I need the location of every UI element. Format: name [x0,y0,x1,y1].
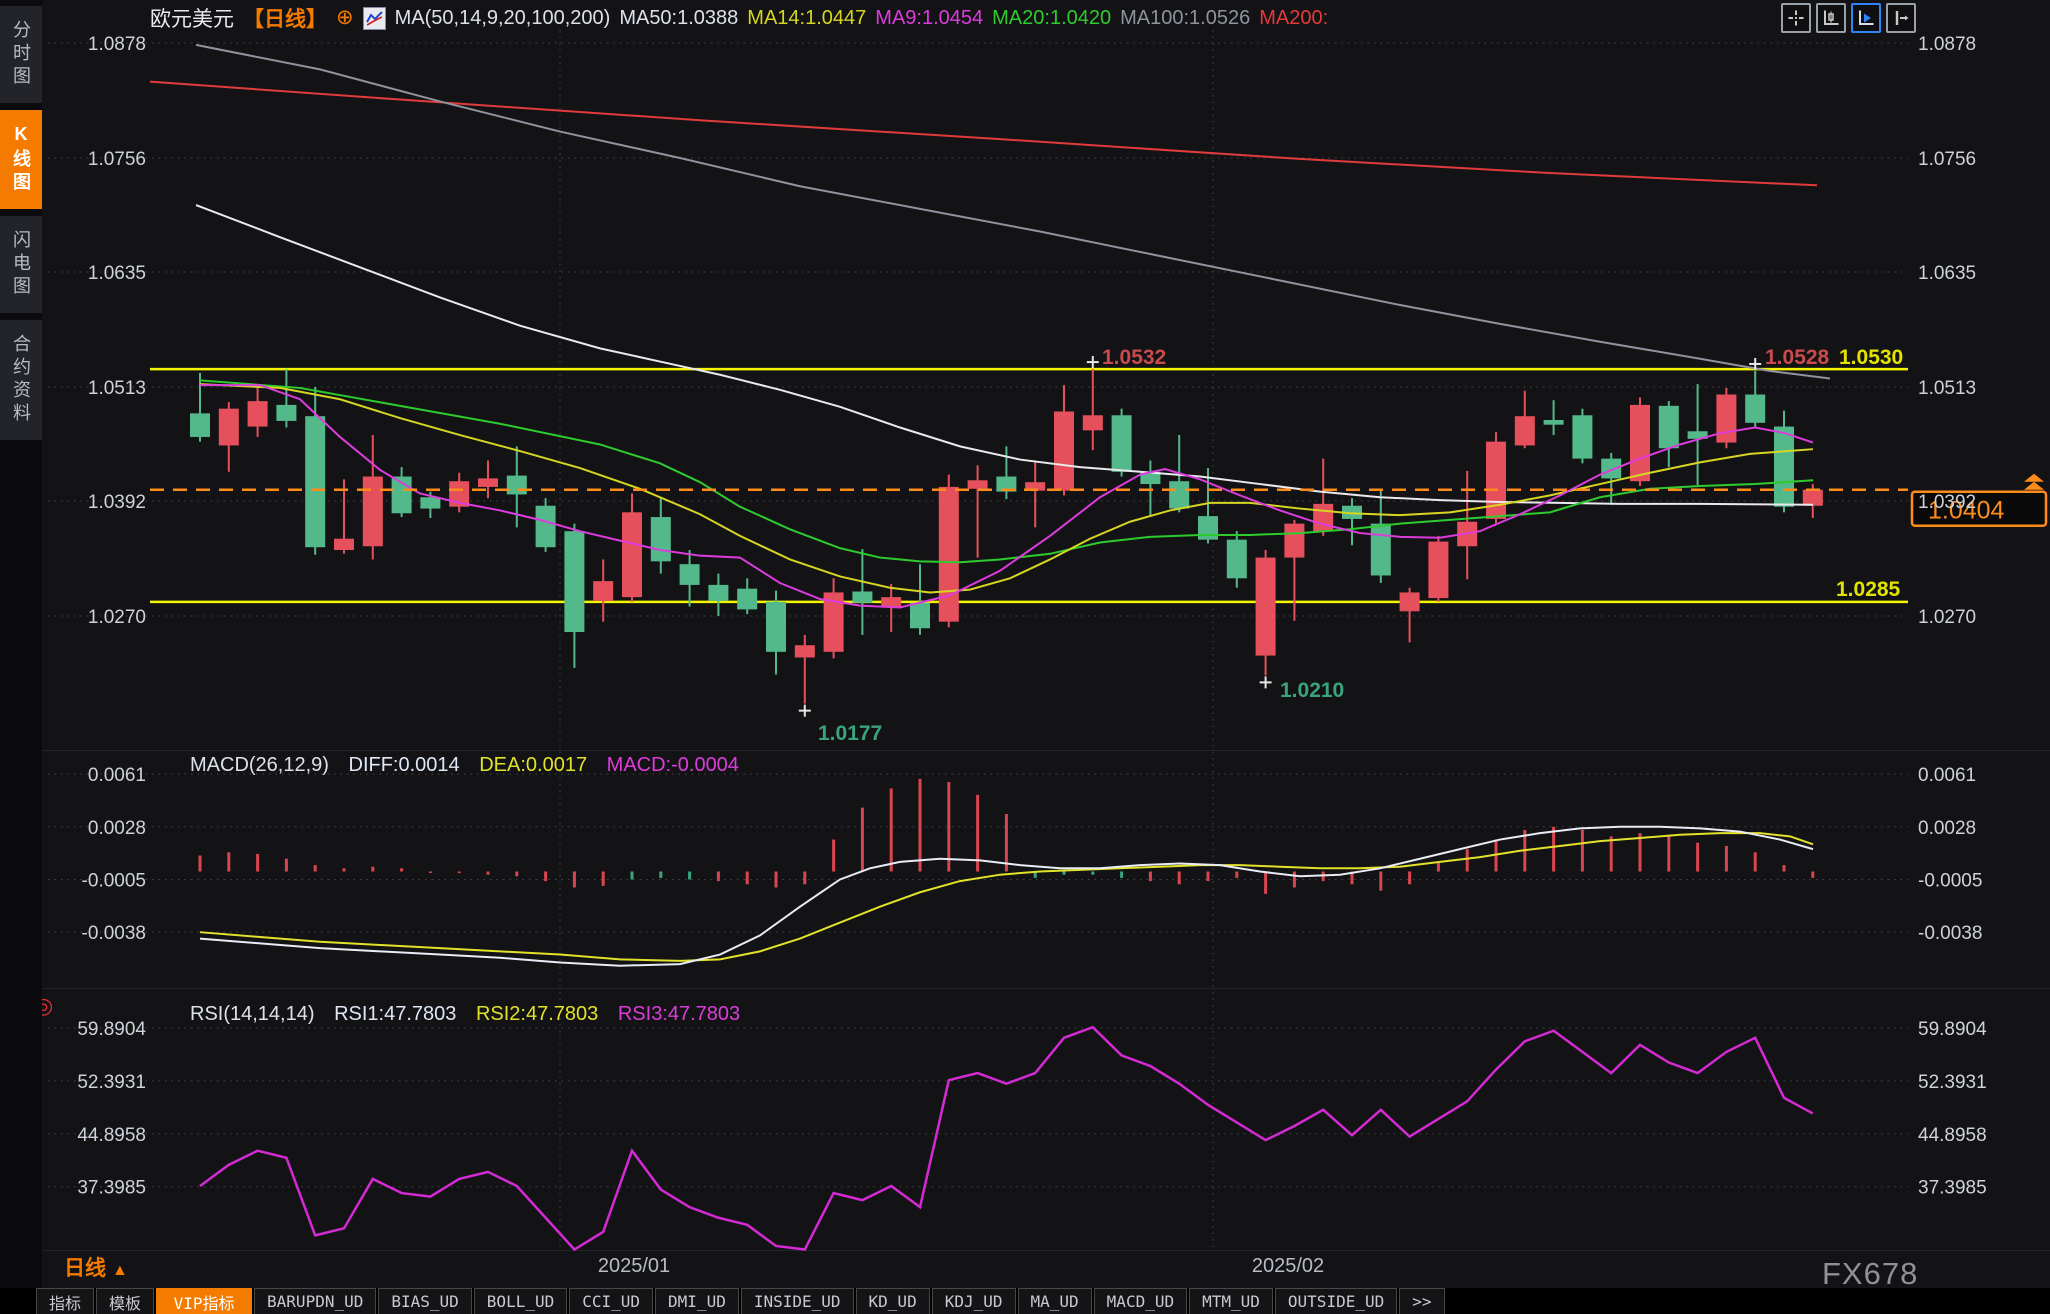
svg-text:1.0177: 1.0177 [818,722,882,745]
tab-BOLL_UD[interactable]: BOLL_UD [473,1288,568,1314]
tab-MTM_UD[interactable]: MTM_UD [1189,1288,1273,1314]
svg-text:0.0061: 0.0061 [88,765,146,786]
svg-text:0.0028: 0.0028 [1918,818,1976,839]
svg-text:1.0756: 1.0756 [1918,149,1976,170]
svg-text:1.0532: 1.0532 [1102,346,1166,369]
svg-text:1.0513: 1.0513 [1918,378,1976,399]
tab-VIP指标[interactable]: VIP指标 [156,1288,253,1314]
rsi3-value: RSI3:47.7803 [617,1003,741,1025]
svg-text:0.0028: 0.0028 [88,818,146,839]
macd-params: MACD(26,12,9) [190,754,329,776]
svg-text:1.0878: 1.0878 [88,34,146,55]
svg-text:-0.0005: -0.0005 [82,870,146,891]
period-tag: 【日线】 [243,8,327,31]
tab-INSIDE_UD[interactable]: INSIDE_UD [740,1288,854,1314]
tab-MA_UD[interactable]: MA_UD [1017,1288,1092,1314]
svg-text:1.0270: 1.0270 [1918,607,1976,628]
svg-text:59.8904: 59.8904 [1918,1019,1987,1040]
tab->>[interactable]: >> [1399,1288,1445,1314]
tab-模板[interactable]: 模板 [96,1288,155,1314]
svg-text:44.8958: 44.8958 [77,1125,146,1146]
svg-text:1.0528: 1.0528 [1765,346,1830,369]
sidebar-item-contract-info[interactable]: 合约资料 [0,320,42,440]
macd-macd-value: MACD:-0.0004 [606,754,739,776]
chart-toolbar [1781,3,1916,33]
tab-CCI_UD[interactable]: CCI_UD [569,1288,654,1314]
sidebar-item-kline-chart[interactable]: K线图 [0,110,42,209]
svg-text:-0.0038: -0.0038 [1918,923,1982,944]
rsi2-value: RSI2:47.7803 [475,1003,599,1025]
svg-text:37.3985: 37.3985 [77,1178,146,1199]
sidebar-item-label: 闪电图 [11,230,31,299]
svg-text:1.0270: 1.0270 [88,607,146,628]
axis-candle-icon[interactable] [1816,3,1846,33]
line-chart-glyph [365,10,383,26]
ma14-value: MA14:1.0447 [747,6,867,29]
rsi-indicator-row: RSI(14,14,14) RSI1:47.7803 RSI2:47.7803 … [190,1003,754,1026]
svg-text:1.0635: 1.0635 [1918,263,1976,284]
sidebar-item-label: 合约资料 [11,334,31,426]
svg-text:1.0756: 1.0756 [88,149,146,170]
svg-text:1.0878: 1.0878 [1918,34,1976,55]
rsi1-value: RSI1:47.7803 [334,1003,457,1025]
svg-text:1.0635: 1.0635 [88,263,146,284]
chart-header: 欧元美元 【日线】 ⊕ MA(50,14,9,20,100,200) MA50:… [150,5,1328,31]
svg-text:52.3931: 52.3931 [1918,1072,1987,1093]
sidebar-item-timeshare-chart[interactable]: 分时图 [0,6,42,103]
tab-BIAS_UD[interactable]: BIAS_UD [378,1288,472,1314]
crosshair-move-icon[interactable] [1781,3,1811,33]
triangle-up-icon: ▲ [112,1262,128,1279]
svg-text:2025/01: 2025/01 [598,1255,670,1277]
sidebar-item-label: 分时图 [11,20,31,89]
ma9-value: MA9:1.0454 [875,6,984,29]
svg-text:37.3985: 37.3985 [1918,1178,1987,1199]
watermark: FX678 [1822,1256,1919,1291]
period-selector[interactable]: 日线 ▲ [64,1252,128,1282]
ma200-value: MA200: [1259,6,1329,29]
axis-shift-icon[interactable] [1886,3,1916,33]
svg-text:59.8904: 59.8904 [77,1019,146,1040]
svg-text:1.0285: 1.0285 [1836,578,1901,601]
svg-text:2025/02: 2025/02 [1252,1255,1324,1277]
period-label: 日线 [64,1257,106,1280]
svg-text:1.0392: 1.0392 [88,492,146,513]
svg-text:1.0513: 1.0513 [88,378,146,399]
tab-MACD_UD[interactable]: MACD_UD [1093,1288,1188,1314]
indicator-tab-bar: 指标 模板 VIP指标 BARUPDN_UD BIAS_UD BOLL_UD CCI_UD D… [0,1288,2050,1314]
svg-text:-0.0005: -0.0005 [1918,870,1982,891]
svg-text:-0.0038: -0.0038 [82,923,146,944]
svg-text:1.0404: 1.0404 [1928,497,2005,525]
axis-play-icon[interactable] [1851,3,1881,33]
tab-DMI_UD[interactable]: DMI_UD [655,1288,739,1314]
tab-KDJ_UD[interactable]: KDJ_UD [931,1288,1016,1314]
ma-group-label: MA(50,14,9,20,100,200) [394,6,611,29]
tab-BARUPDN_UD[interactable]: BARUPDN_UD [254,1288,377,1314]
add-indicator-icon[interactable]: ⊕ [336,6,354,29]
sidebar-item-lightning-chart[interactable]: 闪电图 [0,216,42,313]
macd-indicator-row: MACD(26,12,9) DIFF:0.0014 DEA:0.0017 MAC… [190,754,753,777]
svg-text:0.0061: 0.0061 [1918,765,1976,786]
svg-text:1.0392: 1.0392 [1918,492,1976,513]
macd-dea-value: DEA:0.0017 [479,754,588,776]
tab-OUTSIDE_UD[interactable]: OUTSIDE_UD [1274,1288,1398,1314]
tab-KD_UD[interactable]: KD_UD [855,1288,930,1314]
svg-text:1.0210: 1.0210 [1280,679,1344,702]
ma20-value: MA20:1.0420 [992,6,1112,29]
ma100-value: MA100:1.0526 [1120,6,1251,29]
svg-text:44.8958: 44.8958 [1918,1125,1987,1146]
symbol-name: 欧元美元 [150,8,234,31]
svg-text:52.3931: 52.3931 [77,1072,146,1093]
chart-style-icon[interactable] [362,6,386,30]
rsi-params: RSI(14,14,14) [190,1003,315,1025]
svg-text:1.0530: 1.0530 [1839,346,1903,369]
left-sidebar: 分时图 K线图 闪电图 合约资料 [0,0,42,1314]
macd-diff-value: DIFF:0.0014 [348,754,460,776]
ma50-value: MA50:1.0388 [619,6,739,29]
tab-指标[interactable]: 指标 [36,1288,95,1314]
sidebar-item-label: K线图 [11,124,31,195]
